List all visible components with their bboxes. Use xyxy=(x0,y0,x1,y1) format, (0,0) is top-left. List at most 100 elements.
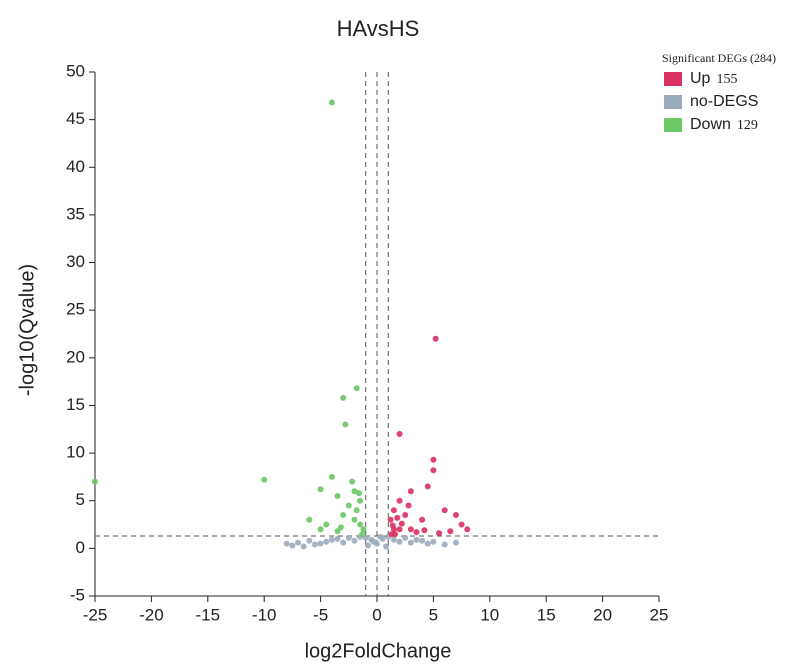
x-tick-label: -5 xyxy=(313,605,328,624)
point xyxy=(340,539,347,546)
point xyxy=(430,467,437,474)
x-tick-label: 0 xyxy=(372,605,381,624)
point xyxy=(383,543,390,550)
point xyxy=(389,522,396,529)
legend-label: Up xyxy=(690,70,711,87)
point xyxy=(317,526,324,533)
point xyxy=(306,537,313,544)
x-tick-label: -25 xyxy=(83,605,108,624)
point xyxy=(413,529,420,536)
y-tick-label: 0 xyxy=(76,538,85,557)
x-tick-label: 5 xyxy=(429,605,438,624)
point xyxy=(353,507,360,514)
point xyxy=(377,533,384,540)
point xyxy=(364,542,371,549)
point xyxy=(436,530,443,537)
point xyxy=(419,537,426,544)
point xyxy=(441,541,448,548)
point xyxy=(396,538,403,545)
x-tick-label: -15 xyxy=(196,605,221,624)
point xyxy=(405,502,412,509)
point xyxy=(396,497,403,504)
point xyxy=(337,524,344,531)
point xyxy=(323,521,330,528)
y-tick-label: 15 xyxy=(66,395,85,414)
point xyxy=(413,536,420,543)
point xyxy=(390,507,397,514)
point xyxy=(283,540,290,547)
point xyxy=(424,483,431,490)
x-tick-label: 20 xyxy=(593,605,612,624)
point xyxy=(334,492,341,499)
point xyxy=(328,473,335,480)
point xyxy=(432,335,439,342)
x-tick-label: 25 xyxy=(650,605,669,624)
x-axis-label: log2FoldChange xyxy=(305,640,452,662)
point xyxy=(311,541,318,548)
legend-label: no-DEGS xyxy=(690,93,758,110)
point xyxy=(351,516,358,523)
point xyxy=(424,540,431,547)
point xyxy=(317,486,324,493)
legend-label: Down xyxy=(690,116,731,133)
point xyxy=(342,421,349,428)
point xyxy=(92,478,98,485)
point xyxy=(419,516,426,523)
point xyxy=(407,526,414,533)
point xyxy=(328,99,335,106)
point xyxy=(394,514,401,521)
point xyxy=(353,385,360,392)
point xyxy=(396,431,403,438)
point xyxy=(458,521,465,528)
y-tick-label: 10 xyxy=(66,443,85,462)
point xyxy=(387,516,394,523)
point xyxy=(328,536,335,543)
y-tick-label: 50 xyxy=(66,61,85,80)
y-tick-label: 30 xyxy=(66,252,85,271)
point xyxy=(340,394,347,401)
y-tick-label: 40 xyxy=(66,157,85,176)
point xyxy=(407,488,414,495)
point xyxy=(441,507,448,514)
point xyxy=(359,531,366,538)
point xyxy=(430,456,437,463)
point xyxy=(351,537,358,544)
legend-swatch xyxy=(664,118,682,132)
point xyxy=(349,478,356,485)
point xyxy=(334,535,341,542)
x-tick-label: 10 xyxy=(480,605,499,624)
point xyxy=(306,516,313,523)
point xyxy=(317,540,324,547)
point xyxy=(370,538,377,545)
legend-swatch xyxy=(664,95,682,109)
point xyxy=(452,539,459,546)
point xyxy=(396,526,403,533)
legend-count: 155 xyxy=(716,72,737,87)
y-tick-label: 5 xyxy=(76,490,85,509)
point xyxy=(355,490,362,497)
point xyxy=(421,527,428,534)
point xyxy=(407,539,414,546)
point xyxy=(392,531,399,538)
point xyxy=(345,502,352,509)
point xyxy=(360,526,367,533)
point xyxy=(357,497,364,504)
y-tick-label: 45 xyxy=(66,109,85,128)
x-tick-label: 15 xyxy=(537,605,556,624)
point xyxy=(323,538,330,545)
y-axis-label: -log10(Qvalue) xyxy=(16,264,38,396)
point xyxy=(357,521,364,528)
y-tick-label: -5 xyxy=(70,585,85,604)
y-tick-label: 35 xyxy=(66,204,85,223)
point xyxy=(289,542,296,549)
legend-title: Significant DEGs (284) xyxy=(662,51,776,65)
point xyxy=(402,534,409,541)
point xyxy=(340,512,347,519)
legend-swatch xyxy=(664,72,682,86)
point xyxy=(464,526,471,533)
point xyxy=(430,538,437,545)
point xyxy=(300,543,307,550)
y-tick-label: 25 xyxy=(66,300,85,319)
point xyxy=(295,539,302,546)
